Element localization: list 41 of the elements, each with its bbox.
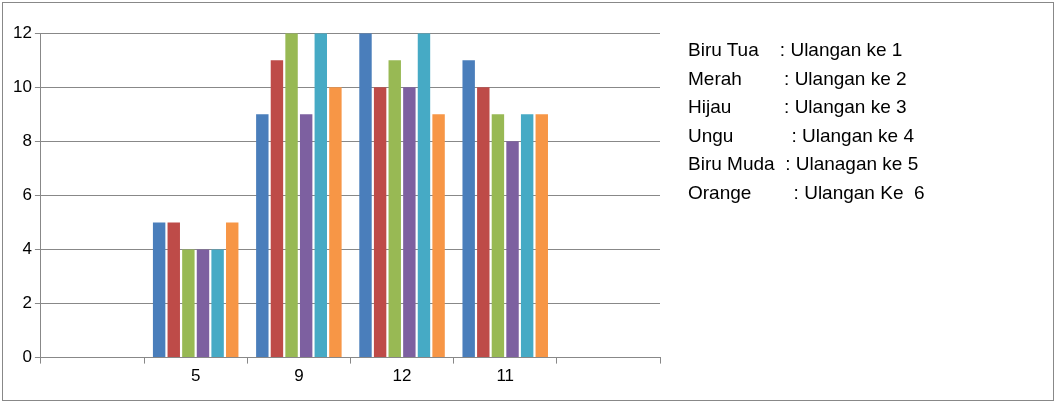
bar <box>182 249 195 358</box>
text: Ungu : Ulangan ke 4 <box>688 123 915 148</box>
y-tick-label: 2 <box>22 293 32 313</box>
bar <box>520 114 534 358</box>
y-tick-label: 0 <box>22 347 32 367</box>
bar <box>226 222 239 358</box>
bar <box>299 114 313 358</box>
y-tick-label: 8 <box>22 131 32 151</box>
bar <box>506 141 519 358</box>
bar <box>285 33 298 358</box>
bar <box>535 114 548 358</box>
bar <box>417 33 431 358</box>
text: Biru Muda : Ulanagan ke 5 <box>688 152 920 176</box>
x-tick-label: 12 <box>392 366 412 386</box>
y-tick-label: 4 <box>22 239 32 259</box>
x-tick-label: 9 <box>294 366 304 386</box>
bar <box>211 249 224 358</box>
y-tick-label: 6 <box>22 185 32 205</box>
x-tick-label: 11 <box>496 366 515 386</box>
bar <box>403 87 416 358</box>
bar <box>388 60 401 358</box>
text: Merah : Ulangan ke 2 <box>688 66 908 91</box>
y-tick-label: 10 <box>12 76 32 96</box>
bar <box>373 87 387 358</box>
bar <box>432 114 445 358</box>
bar <box>196 249 210 358</box>
bar <box>462 60 475 358</box>
bar <box>359 33 372 358</box>
bar <box>256 114 269 358</box>
text: Orange : Ulangan Ke 6 <box>688 180 925 205</box>
x-tick-label: 5 <box>190 366 201 386</box>
bar <box>477 87 490 358</box>
bar <box>491 114 505 358</box>
bar <box>167 222 180 358</box>
text: Biru Tua : Ulangan ke 1 <box>688 38 904 62</box>
y-tick-label: 12 <box>12 22 32 42</box>
text: Hijau : Ulangan ke 3 <box>688 95 908 119</box>
bar <box>270 60 284 358</box>
bar <box>314 33 327 358</box>
bar <box>152 222 166 358</box>
bar <box>329 87 342 358</box>
